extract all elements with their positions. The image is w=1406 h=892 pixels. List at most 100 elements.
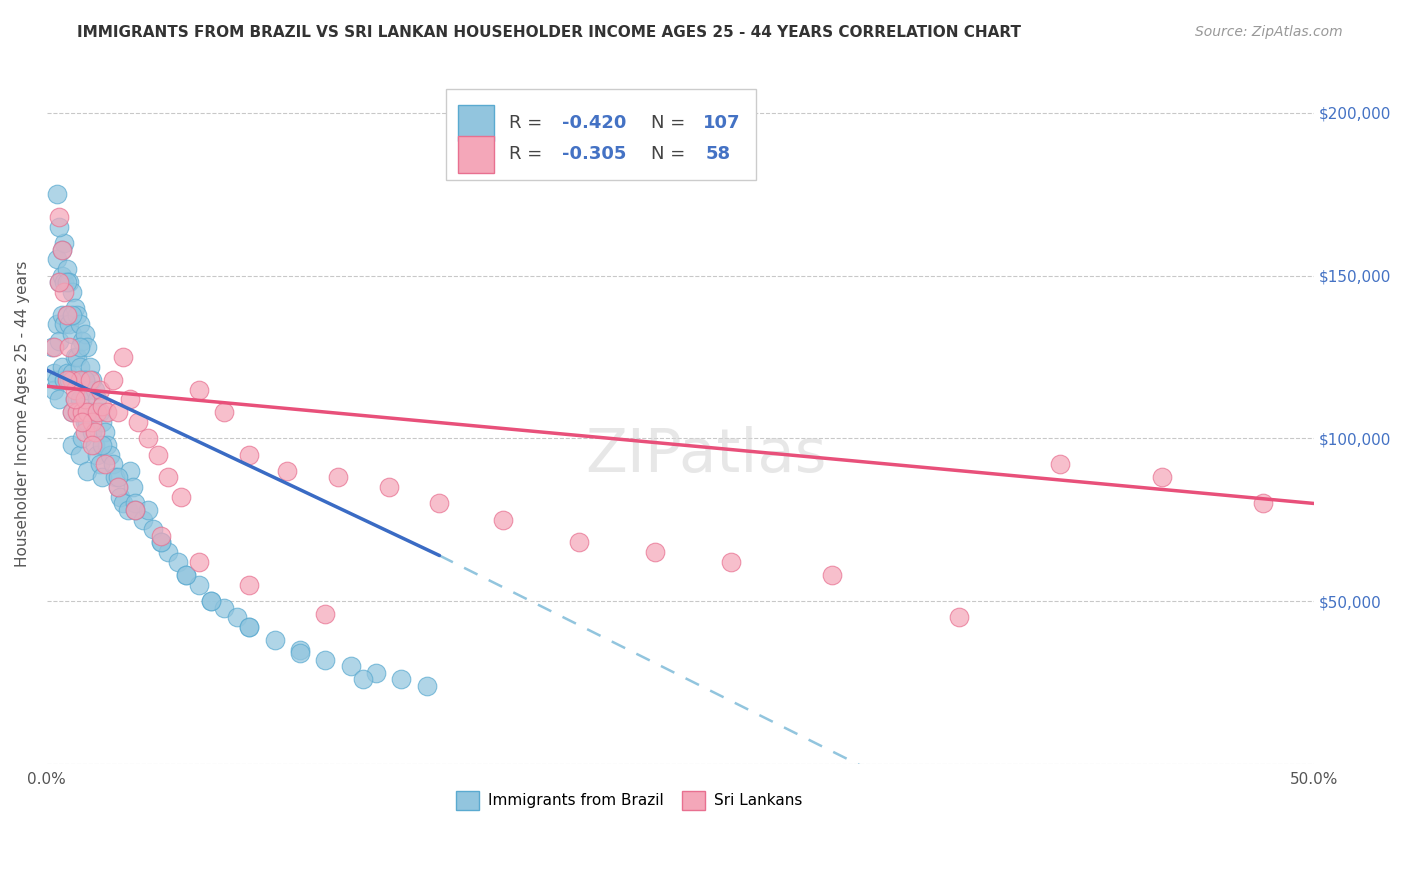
Point — [86, 405, 108, 419]
Point — [720, 555, 742, 569]
Point — [60, 405, 83, 419]
Point — [60, 327, 83, 342]
Point — [45, 252, 67, 267]
Point — [48, 210, 70, 224]
Point — [63, 392, 86, 407]
Point — [82, 415, 104, 429]
Point — [60, 285, 83, 299]
Point — [339, 659, 361, 673]
Point — [53, 318, 76, 332]
Point — [263, 633, 285, 648]
Point — [60, 308, 83, 322]
Text: -0.420: -0.420 — [562, 114, 627, 132]
Point — [82, 438, 104, 452]
Point — [644, 545, 666, 559]
Point — [56, 262, 79, 277]
Point — [238, 620, 260, 634]
Point — [821, 568, 844, 582]
Point — [69, 340, 91, 354]
Point — [48, 275, 70, 289]
Point — [70, 334, 93, 348]
Point — [378, 480, 401, 494]
Point — [76, 405, 98, 419]
Point — [53, 275, 76, 289]
Point — [174, 568, 197, 582]
Point — [48, 219, 70, 234]
Point — [70, 415, 93, 429]
Point — [51, 359, 73, 374]
Point — [58, 340, 80, 354]
Point — [111, 350, 134, 364]
Point — [63, 392, 86, 407]
Point — [238, 620, 260, 634]
Point — [107, 470, 129, 484]
Point — [79, 405, 101, 419]
Point — [60, 366, 83, 380]
Text: R =: R = — [509, 145, 548, 163]
Point — [53, 285, 76, 299]
Point — [58, 318, 80, 332]
FancyBboxPatch shape — [458, 104, 494, 141]
Point — [70, 373, 93, 387]
Point — [948, 610, 970, 624]
Point — [391, 672, 413, 686]
Text: N =: N = — [651, 145, 692, 163]
Point — [326, 470, 349, 484]
Point — [56, 308, 79, 322]
Point — [58, 275, 80, 289]
Point — [136, 503, 159, 517]
Point — [51, 268, 73, 283]
Point — [73, 392, 96, 407]
Point — [146, 448, 169, 462]
Point — [187, 578, 209, 592]
Point — [107, 405, 129, 419]
Point — [83, 438, 105, 452]
Point — [66, 308, 89, 322]
FancyBboxPatch shape — [458, 136, 494, 172]
Point — [56, 308, 79, 322]
Point — [124, 503, 146, 517]
Point — [69, 392, 91, 407]
Point — [51, 243, 73, 257]
Point — [366, 665, 388, 680]
Point — [66, 350, 89, 364]
Point — [91, 470, 114, 484]
Point — [127, 415, 149, 429]
Point — [69, 318, 91, 332]
Point — [60, 405, 83, 419]
Point — [157, 470, 180, 484]
Text: R =: R = — [509, 114, 548, 132]
Point — [174, 568, 197, 582]
Point — [76, 383, 98, 397]
Point — [44, 383, 66, 397]
Point — [1049, 458, 1071, 472]
Point — [45, 187, 67, 202]
Point — [73, 327, 96, 342]
Point — [104, 470, 127, 484]
Point — [94, 458, 117, 472]
Point — [76, 340, 98, 354]
Point — [416, 679, 439, 693]
Point — [86, 392, 108, 407]
Point — [63, 350, 86, 364]
Point — [187, 383, 209, 397]
Point — [44, 366, 66, 380]
Point — [94, 425, 117, 439]
Point — [56, 275, 79, 289]
Point — [568, 535, 591, 549]
Point — [170, 490, 193, 504]
Point — [288, 646, 311, 660]
Point — [69, 359, 91, 374]
Point — [212, 405, 235, 419]
Point — [51, 243, 73, 257]
Point — [56, 373, 79, 387]
Point — [157, 545, 180, 559]
FancyBboxPatch shape — [446, 88, 756, 179]
Text: ZIPatlas: ZIPatlas — [585, 426, 827, 485]
Point — [53, 235, 76, 250]
Point — [45, 318, 67, 332]
Point — [89, 458, 111, 472]
Text: IMMIGRANTS FROM BRAZIL VS SRI LANKAN HOUSEHOLDER INCOME AGES 25 - 44 YEARS CORRE: IMMIGRANTS FROM BRAZIL VS SRI LANKAN HOU… — [77, 25, 1021, 40]
Point — [314, 607, 336, 621]
Point — [101, 373, 124, 387]
